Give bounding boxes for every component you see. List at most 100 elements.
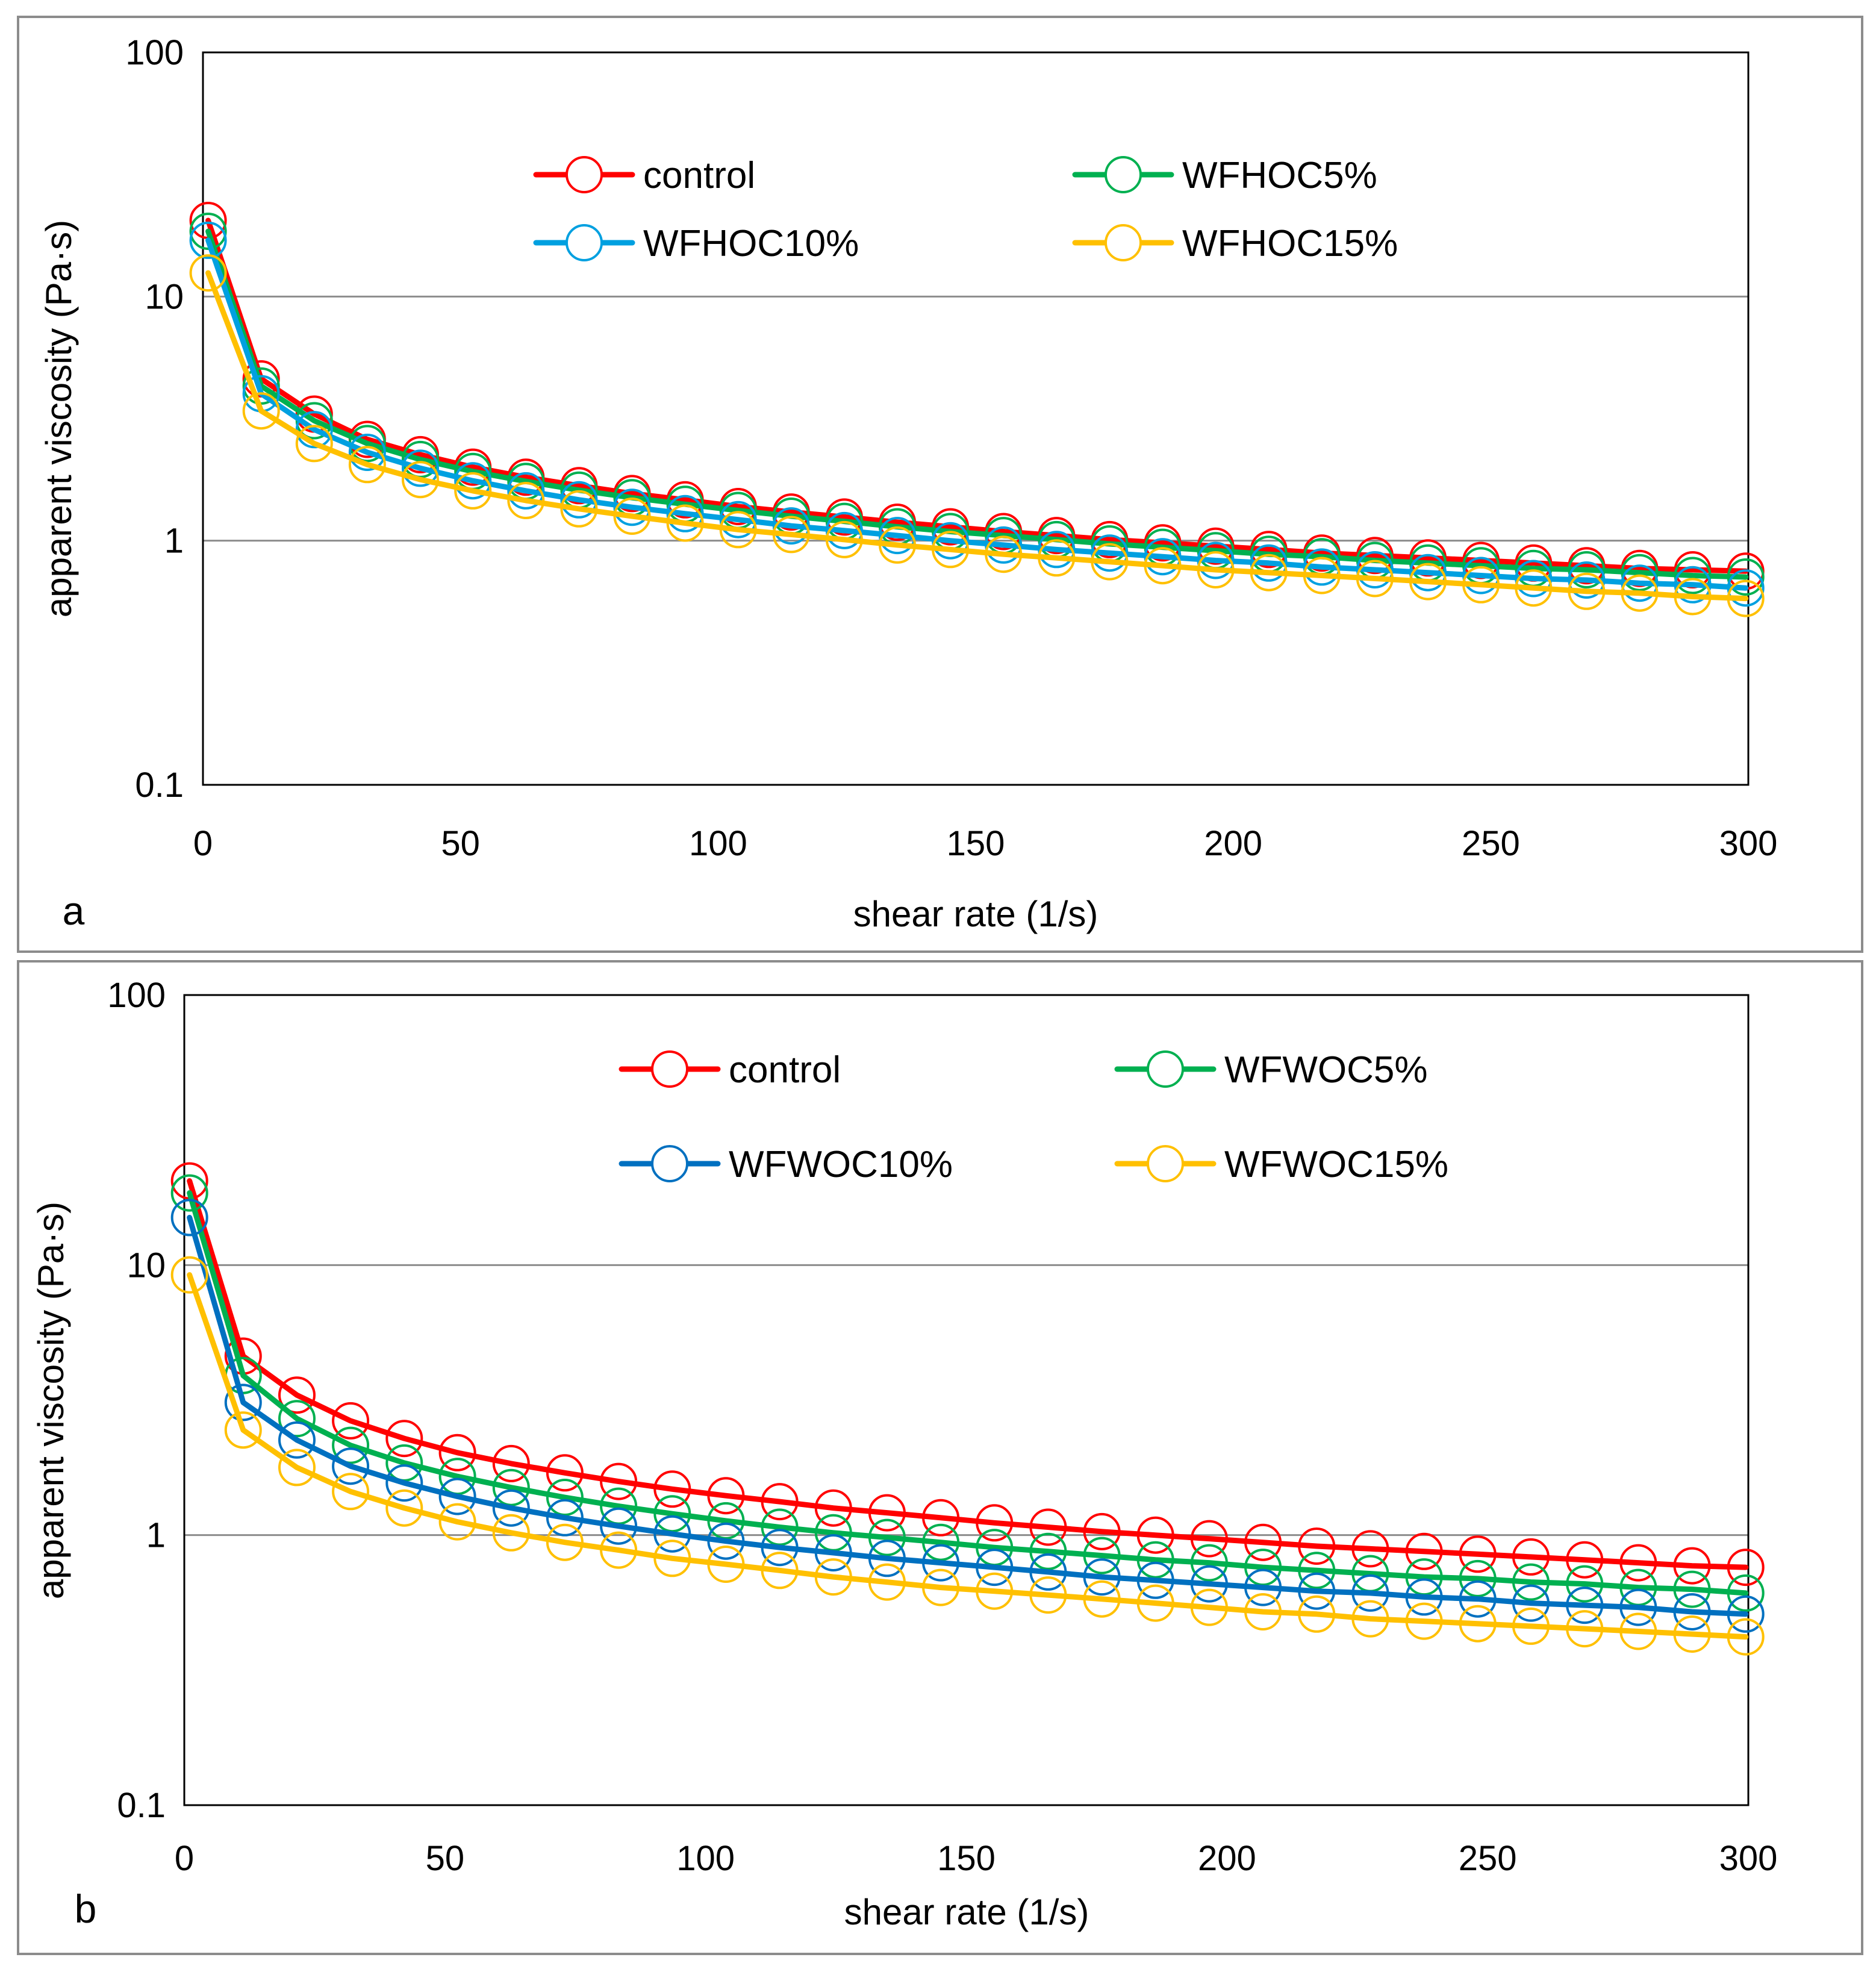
panel-b-point-control-15: [976, 1504, 1014, 1542]
panel-b-y-tick-100: 100: [107, 976, 166, 1015]
panel-a-legend: control WFHOC5% WFHOC10% WFHOC15%: [533, 155, 1398, 264]
panel-a-x-axis-title: shear rate (1/s): [853, 894, 1098, 934]
panel-b-point-control-24: [1459, 1535, 1497, 1573]
panel-b-series-wfwoc10pct: [170, 1199, 1765, 1633]
panel-b-legend-item-wfwoc10pct: WFWOC10%: [619, 1144, 953, 1185]
panel-b-point-wfwoc10pct-2: [278, 1421, 316, 1459]
panel-b-point-wfwoc15pct-19: [1190, 1588, 1228, 1626]
panel-b-legend-marker-wfwoc10pct: [651, 1145, 688, 1182]
panel-a-point-wfhoc15pct-2: [295, 425, 333, 463]
panel-b-line-control: [187, 1178, 1749, 1570]
panel-b-legend-item-wfwoc15pct: WFWOC15%: [1114, 1144, 1448, 1185]
panel-b-point-wfwoc15pct-5: [438, 1503, 476, 1541]
panel-b-point-wfwoc5pct-7: [546, 1479, 584, 1516]
panel-a-legend-item-wfhoc15pct: WFHOC15%: [1072, 223, 1398, 264]
panel-b-point-wfwoc5pct-29: [1727, 1574, 1765, 1612]
panel-a-x-tick-200: 200: [1204, 824, 1262, 863]
panel-b-label: b: [75, 1886, 97, 1931]
panel-b-legend-marker-wfwoc15pct: [1147, 1145, 1184, 1182]
panel-b-point-wfwoc15pct-29: [1727, 1618, 1765, 1656]
panel-a-point-wfhoc10pct-27: [1621, 564, 1659, 602]
panel-b-point-control-2: [278, 1376, 316, 1414]
panel-a-point-wfhoc5pct-27: [1621, 554, 1659, 591]
panel-b-point-wfwoc10pct-9: [653, 1515, 691, 1553]
panel-b-point-control-9: [653, 1470, 691, 1508]
panel-b-x-tick-200: 200: [1198, 1839, 1256, 1878]
panel-b-point-control-22: [1351, 1530, 1389, 1568]
panel-a-y-tick-1: 1: [164, 522, 184, 561]
panel-b-point-wfwoc10pct-14: [922, 1544, 960, 1582]
panel-a-point-wfhoc10pct-28: [1674, 566, 1712, 604]
panel-a-point-wfhoc5pct-0: [189, 213, 227, 250]
panel-b-point-wfwoc15pct-14: [922, 1568, 960, 1606]
panel-b-point-wfwoc15pct-18: [1136, 1584, 1174, 1622]
panel-a-plot-area: [202, 51, 1750, 786]
panel-a-y-tick-0.1: 0.1: [135, 766, 184, 805]
panel-a-x-tick-250: 250: [1462, 824, 1520, 863]
panel-b-point-wfwoc10pct-21: [1298, 1572, 1336, 1610]
panel-b-point-wfwoc15pct-9: [653, 1540, 691, 1577]
panel-b-point-wfwoc10pct-4: [385, 1464, 423, 1502]
panel-a-legend-label-control: control: [643, 155, 755, 196]
panel-a-point-wfhoc15pct-6: [507, 482, 545, 519]
panel-b-point-wfwoc5pct-16: [1029, 1532, 1067, 1570]
panel-a-legend-item-control: control: [533, 155, 755, 196]
panel-a-point-wfhoc10pct-11: [772, 507, 810, 545]
panel-a-y-tick-10: 10: [145, 277, 184, 316]
panel-b-point-wfwoc15pct-6: [492, 1514, 530, 1552]
panel-b-x-axis-title: shear rate (1/s): [844, 1892, 1089, 1932]
panel-a-point-wfhoc15pct-7: [560, 490, 598, 528]
panel-a-point-wfhoc10pct-25: [1515, 560, 1553, 598]
panel-b-point-wfwoc15pct-12: [814, 1558, 852, 1596]
panel-a-legend-marker-wfhoc5pct: [1105, 156, 1142, 193]
panel-a-point-wfhoc10pct-26: [1568, 561, 1606, 599]
panel-a-point-wfhoc15pct-14: [932, 531, 970, 569]
panel-a-point-wfhoc10pct-23: [1409, 554, 1447, 591]
panel-b-y-tick-10: 10: [126, 1246, 166, 1285]
panel-a-point-wfhoc15pct-21: [1303, 557, 1341, 594]
panel-b-x-tick-150: 150: [937, 1839, 996, 1878]
panel-b-legend: control WFWOC5% WFWOC10% WFWOC15%: [619, 1049, 1448, 1185]
panel-b-point-wfwoc5pct-14: [922, 1523, 960, 1561]
panel-a-point-wfhoc10pct-22: [1356, 551, 1394, 588]
panel-a-point-wfhoc5pct-26: [1568, 551, 1606, 588]
panel-b-point-wfwoc10pct-17: [1083, 1558, 1121, 1596]
panel-b-line-wfwoc5pct: [187, 1190, 1749, 1596]
panel-b-point-wfwoc15pct-15: [976, 1572, 1014, 1610]
panel-a-point-wfhoc15pct-19: [1197, 551, 1235, 588]
panel-b-point-control-25: [1512, 1538, 1550, 1576]
panel-b-point-wfwoc5pct-0: [170, 1174, 208, 1212]
panel-b-point-wfwoc15pct-3: [332, 1473, 370, 1511]
panel-b-point-wfwoc10pct-12: [814, 1534, 852, 1571]
panel-b-point-wfwoc15pct-26: [1566, 1610, 1604, 1648]
panel-a-x-tick-0: 0: [193, 824, 213, 863]
panel-a-legend-label-wfhoc15pct: WFHOC15%: [1182, 223, 1398, 264]
panel-a-point-wfhoc10pct-24: [1462, 557, 1500, 594]
panel-a-point-wfhoc15pct-3: [348, 446, 386, 484]
panel-b-x-tick-100: 100: [676, 1839, 735, 1878]
panel-b-point-wfwoc15pct-27: [1619, 1612, 1657, 1650]
panel-a-x-tick-50: 50: [441, 824, 480, 863]
panel-b-point-control-26: [1566, 1541, 1604, 1579]
panel-a-point-wfhoc15pct-0: [189, 254, 227, 292]
panel-b-point-wfwoc5pct-19: [1190, 1544, 1228, 1582]
panel-a-point-wfhoc15pct-12: [825, 520, 863, 558]
panel-a-point-wfhoc10pct-6: [507, 472, 545, 510]
panel-b-point-control-8: [600, 1462, 638, 1500]
panel-b-point-control-23: [1405, 1532, 1443, 1570]
panel-a-line-wfhoc15pct: [205, 270, 1749, 602]
panel-a-point-wfhoc15pct-1: [242, 392, 280, 430]
panel-b-point-wfwoc15pct-17: [1083, 1580, 1121, 1618]
panel-b-point-wfwoc15pct-21: [1298, 1595, 1336, 1633]
panel-a-point-wfhoc15pct-25: [1515, 569, 1553, 607]
panel-a-point-wfhoc10pct-10: [719, 501, 757, 538]
panel-a-line-wfhoc5pct: [205, 228, 1749, 580]
panel-b-point-wfwoc10pct-3: [332, 1447, 370, 1485]
panel-a-point-wfhoc10pct-16: [1038, 531, 1076, 569]
panel-b-point-wfwoc5pct-21: [1298, 1552, 1336, 1590]
panel-b-point-wfwoc15pct-16: [1029, 1576, 1067, 1614]
panel-b-point-control-13: [868, 1494, 906, 1532]
panel-b-point-wfwoc5pct-25: [1512, 1563, 1550, 1601]
panel-b-point-wfwoc10pct-8: [600, 1507, 638, 1545]
panel-b-point-control-29: [1727, 1549, 1765, 1587]
